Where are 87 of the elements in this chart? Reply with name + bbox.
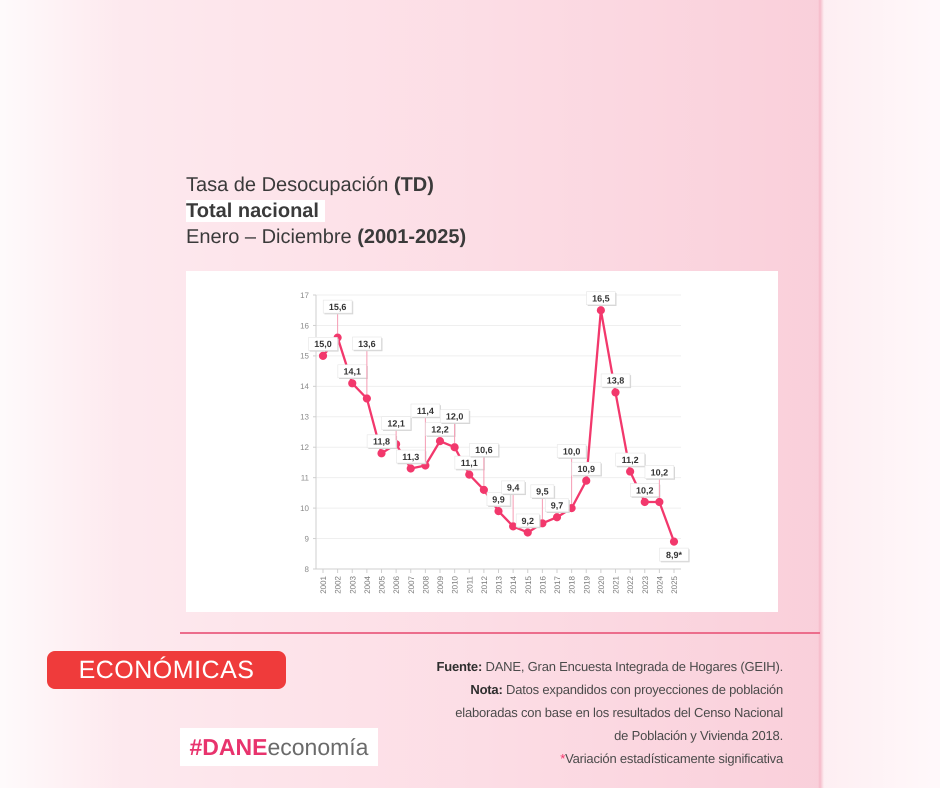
x-tick-label: 2006	[392, 575, 402, 594]
text: ECONÓMICAS	[78, 656, 254, 684]
data-label: 9,5	[536, 486, 549, 497]
point	[509, 522, 518, 530]
data-label: 10,9	[577, 464, 596, 474]
point	[436, 437, 444, 446]
x-tick-label: 2011	[465, 575, 474, 594]
x-tick-label: 2010	[450, 575, 460, 594]
x-tick-label: 2003	[348, 575, 358, 594]
y-tick-label: 9	[304, 534, 310, 544]
data-label: 8,9*	[666, 550, 683, 560]
y-tick-label: 13	[300, 412, 310, 422]
data-label: 13,8	[606, 376, 624, 386]
point	[318, 352, 328, 360]
x-tick-label: 2016	[538, 575, 548, 594]
y-tick-label: 10	[300, 504, 310, 513]
data-label: 11,3	[402, 452, 420, 462]
x-tick-label: 2014	[509, 575, 518, 594]
data-label: 11,4	[416, 406, 434, 416]
point	[611, 388, 620, 397]
x-tick-label: 2018	[568, 575, 577, 594]
x-tick-label: 2017	[553, 575, 562, 594]
y-tick-label: 14	[300, 382, 310, 392]
data-label: 11,8	[372, 436, 390, 447]
point	[494, 507, 503, 516]
x-tick-label: 2019	[582, 575, 592, 594]
point	[582, 476, 590, 485]
data-label: 14,1	[343, 366, 362, 377]
text: Nota: Datos expandidos con proyecciones de población elaboradas con base en los resultados del Censo Nacional de Población y Vivienda 2018.	[455, 682, 783, 743]
x-tick-label: 2004	[362, 575, 372, 594]
point	[406, 464, 415, 473]
x-tick-label: 2005	[378, 575, 386, 594]
point	[377, 449, 386, 458]
x-tick-label: 2012	[480, 575, 489, 594]
data-label: 12,2	[431, 424, 449, 434]
point	[596, 306, 605, 314]
data-label: 9,7	[550, 500, 564, 511]
text: *Variación estadísticamente significativa	[560, 751, 783, 766]
point	[626, 467, 634, 476]
x-tick-label: 2024	[655, 575, 664, 594]
x-tick-label: 2009	[436, 575, 445, 594]
y-tick-label: 11	[300, 474, 310, 483]
x-tick-label: 2021	[612, 575, 620, 594]
y-tick-label: 17	[300, 290, 310, 300]
point	[480, 486, 488, 494]
data-label: 11,2	[622, 454, 639, 465]
point	[670, 538, 678, 546]
x-tick-label: 2002	[334, 575, 343, 594]
point	[640, 498, 649, 506]
data-label: 9,4	[506, 482, 520, 493]
x-tick-label: 2001	[319, 575, 328, 594]
data-label: 15,0	[314, 339, 332, 350]
chart-subtitle: Total nacional Enero – Diciembre (2001-2025)	[186, 200, 466, 248]
point	[348, 379, 356, 388]
data-label: 15,6	[328, 302, 346, 312]
data-label: 9,9	[492, 494, 505, 504]
y-tick-label: 12	[300, 443, 310, 452]
point	[655, 498, 664, 506]
x-tick-label: 2007	[406, 575, 416, 594]
point	[362, 394, 371, 403]
data-label: 12,0	[446, 412, 464, 422]
data-label: 12,1	[387, 418, 405, 428]
point	[552, 513, 562, 522]
source-note: Fuente: DANE, Gran Encuesta Integrada de Hogares (GEIH).	[436, 659, 783, 674]
x-tick-label: 2013	[494, 575, 504, 594]
x-tick-label: 2015	[524, 575, 533, 594]
data-label: 10,2	[650, 467, 668, 478]
x-tick-label: 2022	[626, 575, 636, 594]
y-tick-label: 8	[304, 564, 310, 574]
x-tick-label: 2020	[596, 575, 606, 594]
chart-title: Tasa de Desocupación (TD)	[186, 174, 434, 196]
data-label: 11,1	[460, 458, 478, 468]
data-label: 10,6	[475, 445, 493, 456]
y-tick-label: 16	[300, 321, 310, 330]
data-label: 10,0	[562, 446, 580, 456]
point	[465, 470, 474, 479]
data-label: 16,5	[592, 294, 610, 304]
data-label: 10,2	[636, 485, 654, 496]
x-tick-label: 2008	[421, 575, 430, 594]
x-tick-label: 2023	[640, 575, 650, 594]
y-tick-label: 15	[300, 352, 310, 361]
text: #DANEeconomía	[190, 734, 368, 760]
x-tick-label: 2025	[670, 575, 679, 594]
data-label: 13,6	[358, 338, 376, 349]
data-label: 9,2	[521, 516, 534, 526]
point	[524, 528, 532, 537]
point	[450, 443, 459, 452]
